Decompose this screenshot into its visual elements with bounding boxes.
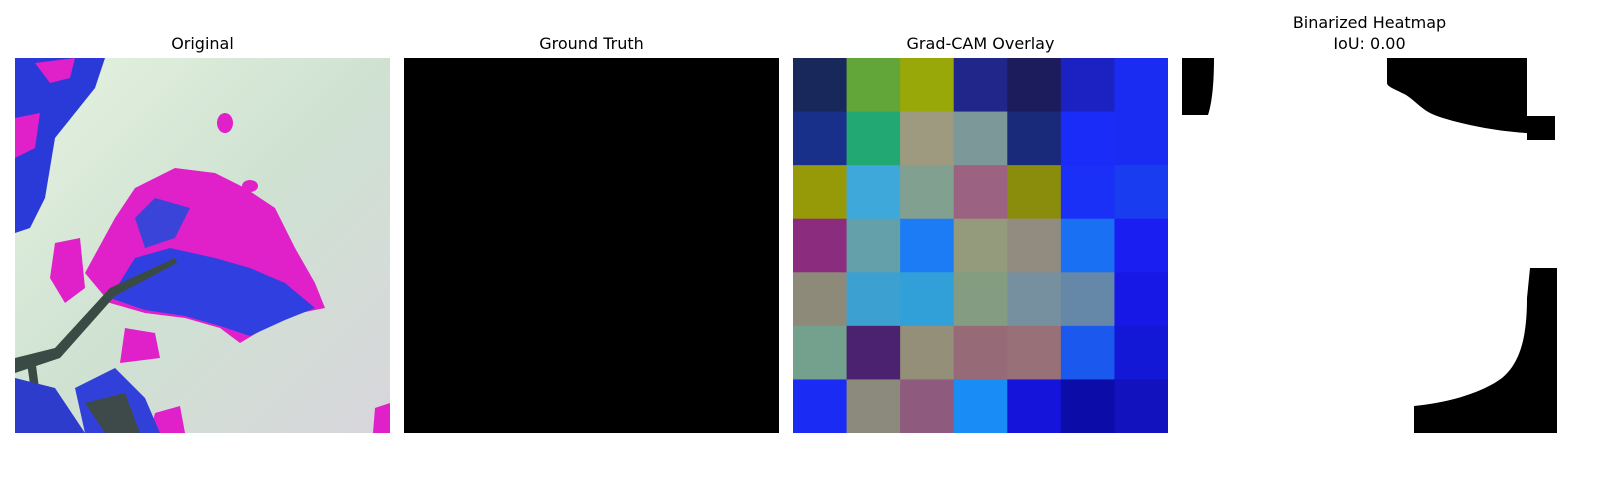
gradcam-cell bbox=[846, 325, 901, 380]
original-title: Original bbox=[171, 34, 234, 53]
gradcam-cell bbox=[846, 111, 901, 166]
gradcam-cell bbox=[1007, 165, 1062, 220]
gradcam-cell bbox=[1060, 325, 1115, 380]
gradcam-cell bbox=[953, 165, 1008, 220]
gradcam-cell bbox=[953, 218, 1008, 273]
gradcam-cell bbox=[900, 165, 955, 220]
gradcam-cell bbox=[953, 272, 1008, 327]
gradcam-cell bbox=[1114, 58, 1168, 113]
gradcam-cell bbox=[793, 325, 848, 380]
gradcam-cell bbox=[1060, 58, 1115, 113]
gradcam-cell bbox=[846, 272, 901, 327]
gradcam-cell bbox=[1114, 379, 1168, 433]
gradcam-cell bbox=[846, 165, 901, 220]
gradcam-cell bbox=[1060, 165, 1115, 220]
binarized-heatmap-image bbox=[1182, 58, 1557, 433]
ground-truth-title: Ground Truth bbox=[539, 34, 644, 53]
gradcam-cell bbox=[900, 379, 955, 433]
original-image bbox=[15, 58, 390, 433]
gradcam-cell bbox=[953, 111, 1008, 166]
gradcam-cell bbox=[1114, 111, 1168, 166]
gradcam-cell bbox=[1114, 218, 1168, 273]
gradcam-cell bbox=[846, 58, 901, 113]
gradcam-cell bbox=[900, 325, 955, 380]
gradcam-cell bbox=[846, 218, 901, 273]
gradcam-cell bbox=[1007, 379, 1062, 433]
gradcam-cell bbox=[1060, 111, 1115, 166]
gradcam-cell bbox=[900, 58, 955, 113]
gradcam-cell bbox=[1007, 111, 1062, 166]
gradcam-cell bbox=[900, 218, 955, 273]
gradcam-cell bbox=[953, 379, 1008, 433]
gradcam-cell bbox=[1114, 165, 1168, 220]
ground-truth-mask bbox=[404, 58, 779, 433]
gradcam-cell bbox=[900, 272, 955, 327]
gradcam-cell bbox=[1114, 325, 1168, 380]
binarized-heatmap-title: Binarized Heatmap IoU: 0.00 bbox=[1292, 13, 1447, 53]
gradcam-cell bbox=[793, 218, 848, 273]
gradcam-cell bbox=[1060, 218, 1115, 273]
gradcam-cell bbox=[953, 58, 1008, 113]
gradcam-cell bbox=[1007, 218, 1062, 273]
gradcam-cell bbox=[793, 379, 848, 433]
gradcam-cell bbox=[793, 58, 848, 113]
gradcam-cell bbox=[1114, 272, 1168, 327]
gradcam-cell bbox=[793, 165, 848, 220]
gradcam-cell bbox=[900, 111, 955, 166]
gradcam-cell bbox=[846, 379, 901, 433]
gradcam-overlay-image bbox=[793, 58, 1168, 433]
gradcam-cell bbox=[1007, 325, 1062, 380]
gradcam-cell bbox=[793, 272, 848, 327]
gradcam-cell bbox=[1060, 379, 1115, 433]
gradcam-cell bbox=[1007, 272, 1062, 327]
gradcam-cell bbox=[953, 325, 1008, 380]
gradcam-cell bbox=[793, 111, 848, 166]
gradcam-cell bbox=[1060, 272, 1115, 327]
gradcam-overlay-title: Grad-CAM Overlay bbox=[906, 34, 1055, 53]
gradcam-cell bbox=[1007, 58, 1062, 113]
